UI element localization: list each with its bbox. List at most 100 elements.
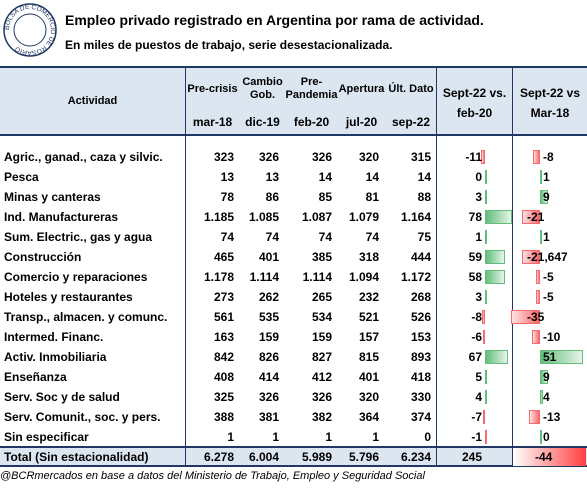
column-date: sep-22 [391,114,431,129]
data-bar [485,370,487,384]
cell: 330 [410,390,431,404]
activity: Transp., almacen. y comunc. [4,310,168,324]
diff-value: 1 [543,170,550,184]
data-bar [540,430,542,444]
diff-value: 0 [475,170,482,184]
data-bar [485,190,487,204]
diff-value: -35 [527,310,545,324]
data-bar [485,350,509,364]
diff-value: 4 [543,390,550,404]
cell: 1.114 [302,270,332,284]
divider [185,66,186,467]
cell: 815 [358,350,379,364]
column-header: Cambio Gob. [242,76,283,101]
diff-value: 78 [468,210,482,224]
diff-value: -6 [471,330,482,344]
cell: 1 [372,430,379,444]
diff-value: -5 [543,270,554,284]
data-bar [540,170,542,184]
data-bar [533,150,540,164]
cell: 273 [213,290,234,304]
activity: Pesca [4,170,39,184]
diff-value: 1 [475,230,482,244]
diff-header: Sept-22 vs. feb-20 [442,86,507,120]
cell: 6.004 [248,450,279,464]
cell: 13 [265,170,279,184]
data-bar [484,430,487,444]
cell: 318 [358,250,379,264]
diff-value: 0 [543,430,550,444]
diff-value: 9 [543,370,550,384]
cell: 159 [258,330,279,344]
title: Empleo privado registrado en Argentina p… [65,12,484,28]
column-date: feb-20 [293,114,330,129]
data-bar [540,370,548,384]
activity: Sin especificar [4,430,89,444]
cell: 1.172 [400,270,431,284]
cell: 1.114 [249,270,279,284]
cell: 526 [410,310,431,324]
column-header: Actividad [67,94,118,107]
diff-value: 51 [543,350,557,364]
cell: 74 [265,230,279,244]
cell: 320 [358,150,379,164]
data-bar [521,250,540,264]
cell: 14 [417,170,431,184]
activity: Agric., ganad., caza y silvic. [4,150,163,164]
diff-value: -13 [543,410,561,424]
cell: 74 [220,230,234,244]
column-header: Pre-crisis [187,82,238,95]
cell: 1.178 [203,270,234,284]
diff-header: Sept-22 vs Mar-18 [519,86,581,120]
data-bar [485,290,487,304]
cell: 14 [318,170,332,184]
cell: 412 [311,370,332,384]
cell: 1.164 [400,210,431,224]
activity: Minas y canteras [4,190,101,204]
diff-value: 5 [475,370,482,384]
diff-value: -44 [535,450,553,464]
diff-value: 245 [461,450,482,464]
cell: 326 [258,390,279,404]
cell: 88 [417,190,431,204]
cell: 326 [311,150,332,164]
footer: @BCRmercados en base a datos del Ministe… [0,470,425,482]
diff-value: 59 [468,250,482,264]
data-bar [485,250,506,264]
cell: 1.085 [248,210,279,224]
total-band [0,446,587,467]
activity: Activ. Inmobiliaria [4,350,107,364]
cell: 14 [365,170,379,184]
cell: 827 [311,350,332,364]
data-bar [482,410,485,424]
cell: 81 [365,190,379,204]
data-bar [540,350,583,364]
activity: Comercio y reparaciones [4,270,148,284]
activity: Ind. Manufactureras [4,210,119,224]
data-bar [540,190,548,204]
divider [436,66,437,467]
diff-value: -21,647 [527,250,568,264]
cell: 465 [213,250,234,264]
data-bar [529,410,540,424]
data-bar [481,150,485,164]
diff-value: -8 [543,150,554,164]
diff-value: -1 [471,430,482,444]
diff-value: -11 [465,150,482,164]
activity: Enseñanza [4,370,67,384]
cell: 842 [213,350,234,364]
cell: 401 [258,250,279,264]
cell: 157 [358,330,379,344]
cell: 561 [213,310,234,324]
cell: 74 [365,230,379,244]
cell: 374 [410,410,431,424]
header-band [0,66,587,136]
divider [512,66,513,467]
cell: 159 [311,330,332,344]
cell: 401 [358,370,379,384]
cell: 418 [410,370,431,384]
cell: 893 [410,350,431,364]
cell: 5.989 [301,450,332,464]
data-bar [522,210,540,224]
